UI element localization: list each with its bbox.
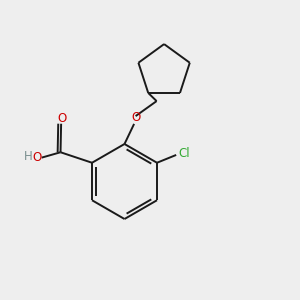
Text: Cl: Cl — [178, 147, 190, 160]
Text: O: O — [131, 111, 140, 124]
Text: O: O — [57, 112, 66, 125]
Text: H: H — [24, 150, 33, 163]
Text: O: O — [32, 151, 42, 164]
